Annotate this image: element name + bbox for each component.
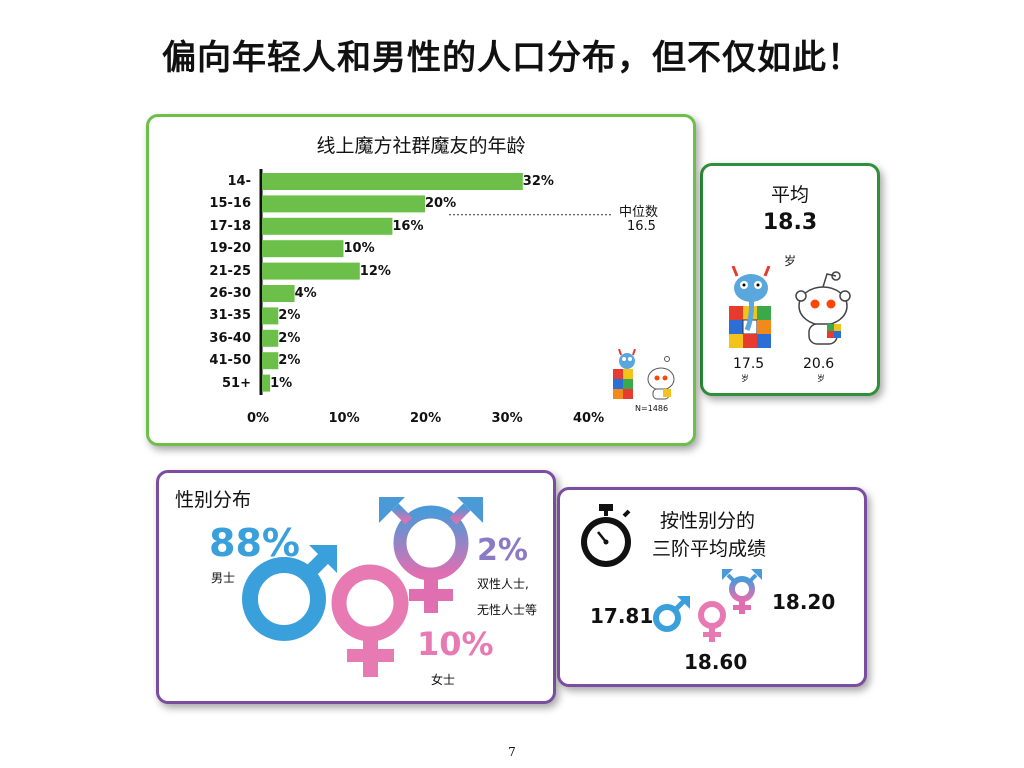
alien-mascot-unit: 岁: [817, 374, 825, 383]
gender-card-title: 性别分布: [175, 489, 252, 511]
bar-26-30: [262, 285, 295, 302]
value-label: 2%: [278, 330, 301, 346]
page-number: 7: [508, 745, 516, 759]
average-unit: 岁: [783, 254, 796, 268]
average-value: 18.3: [762, 210, 818, 235]
cube-mascot-value: 17.5: [733, 356, 765, 372]
value-label: 4%: [294, 286, 317, 301]
gender-distribution-card: 性别分布 88% 男士 2% 双性: [156, 470, 556, 704]
reddit-alien-icon: [795, 271, 851, 345]
x-tick-label: 0%: [247, 411, 270, 426]
female-label: 女士: [431, 673, 456, 687]
category-label: 14-: [227, 174, 252, 189]
grade-gender-symbols: [653, 569, 762, 642]
bar-14-: [262, 173, 523, 190]
cube-mascot-icon: [613, 349, 636, 399]
gender-symbols: [242, 497, 483, 677]
value-label: 10%: [343, 241, 375, 257]
transgender-symbol-icon: [722, 569, 762, 614]
cube-mascot-icon: [729, 266, 771, 348]
stopwatch-icon: [581, 504, 631, 567]
female-percentage: 10%: [417, 625, 494, 663]
bar-36-40: [262, 329, 279, 347]
x-tick-label: 10%: [328, 411, 360, 426]
sample-size: N=1486: [635, 404, 669, 413]
bar-21-25: [262, 262, 360, 280]
category-label: 17-18: [209, 218, 251, 234]
average-label: 平均: [770, 184, 809, 206]
category-label: 31-35: [209, 308, 251, 324]
category-label: 36-40: [209, 330, 251, 346]
category-label: 19-20: [209, 241, 251, 257]
value-label: 12%: [359, 263, 391, 279]
bar-41-50: [262, 352, 279, 370]
grade-title-line1: 按性别分的: [660, 510, 756, 532]
value-label: 20%: [425, 196, 457, 212]
page-title: 偏向年轻人和男性的人口分布，但不仅如此！: [162, 38, 862, 78]
value-label: 2%: [278, 353, 301, 369]
male-label: 男士: [211, 571, 236, 585]
bar-51+: [262, 374, 271, 392]
mascots-large: [729, 266, 851, 348]
average-age-card: 平均 18.3 岁 17.5 岁 20.6 岁: [700, 163, 880, 396]
female-grade: 18.60: [684, 650, 748, 674]
x-tick-label: 40%: [573, 411, 605, 426]
category-label: 21-25: [209, 263, 251, 279]
value-label: 32%: [522, 174, 554, 189]
other-grade: 18.20: [772, 590, 836, 614]
age-bar-chart: [259, 169, 613, 395]
age-chart-title: 线上魔方社群魔友的年龄: [316, 135, 526, 157]
mascots-small: [613, 349, 675, 400]
bar-17-18: [262, 217, 393, 235]
category-label: 41-50: [209, 353, 251, 369]
category-label: 51+: [222, 375, 251, 391]
female-symbol-icon: [331, 564, 409, 677]
male-symbol-icon: [653, 596, 690, 632]
bar-31-35: [262, 307, 279, 325]
median-value: 16.5: [627, 219, 656, 234]
x-tick-label: 20%: [410, 411, 442, 426]
median-label: 中位数: [619, 205, 659, 220]
other-label-1: 双性人士,: [477, 577, 529, 591]
other-percentage: 2%: [477, 533, 528, 568]
male-symbol-icon: [242, 545, 337, 641]
bar-19-20: [262, 240, 344, 258]
category-label: 15-16: [209, 196, 251, 212]
x-tick-label: 30%: [491, 411, 523, 426]
male-grade: 17.81: [590, 604, 654, 628]
male-percentage: 88%: [209, 521, 300, 565]
alien-mascot-value: 20.6: [803, 356, 835, 372]
cube-mascot-unit: 岁: [741, 374, 749, 383]
other-label-2: 无性人士等: [477, 603, 538, 617]
grade-by-gender-card: 按性别分的 三阶平均成绩 17.81 18.60 18.20: [557, 487, 867, 687]
grade-title-line2: 三阶平均成绩: [652, 538, 767, 560]
value-label: 16%: [392, 218, 424, 234]
female-symbol-icon: [698, 601, 726, 642]
category-label: 26-30: [209, 286, 251, 301]
value-label: 2%: [278, 308, 301, 324]
reddit-alien-icon: [647, 356, 675, 400]
value-label: 1%: [270, 375, 293, 391]
age-distribution-card: 线上魔方社群魔友的年龄 中位数 16.5 N=1486 14- 32% 15-16 2…: [146, 114, 696, 446]
transgender-symbol-icon: [379, 497, 483, 613]
bar-15-16: [262, 195, 425, 213]
